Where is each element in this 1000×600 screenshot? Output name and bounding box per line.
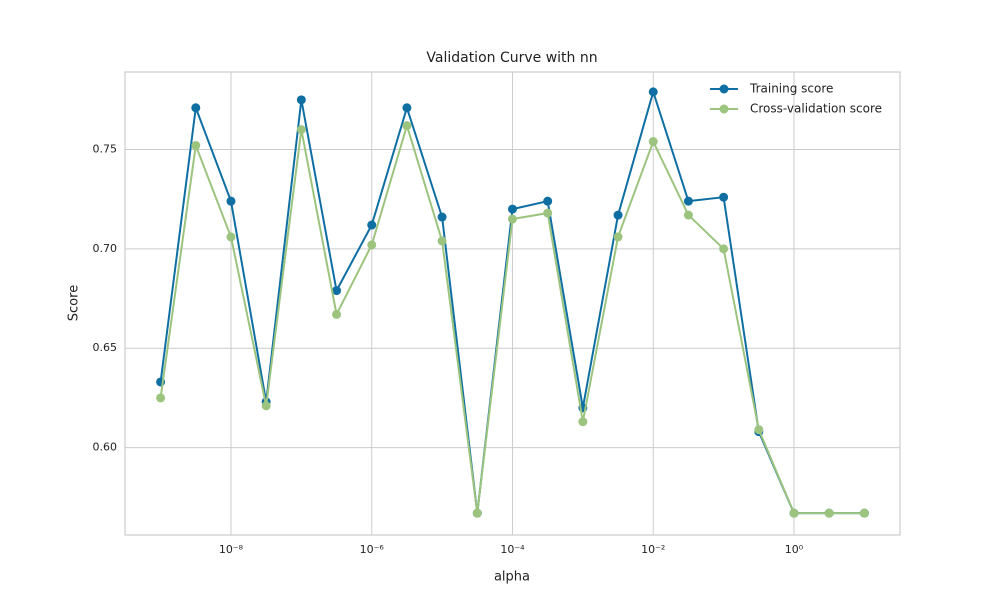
y-axis-label: Score xyxy=(67,285,82,321)
point xyxy=(578,417,588,427)
x-tick-label: 10⁻⁸ xyxy=(219,543,244,556)
point xyxy=(507,214,517,224)
point xyxy=(367,240,377,250)
legend-marker xyxy=(719,104,729,114)
point xyxy=(296,95,306,105)
point xyxy=(332,286,342,296)
point xyxy=(402,121,412,131)
point xyxy=(613,232,623,242)
point xyxy=(226,196,236,206)
x-tick-label: 10⁻⁶ xyxy=(360,543,385,556)
legend-label: Training score xyxy=(749,82,833,96)
point xyxy=(296,125,306,135)
point xyxy=(543,196,553,206)
point xyxy=(543,208,553,218)
point xyxy=(367,220,377,230)
point xyxy=(507,204,517,214)
point xyxy=(191,141,201,151)
point xyxy=(648,87,658,97)
point xyxy=(789,508,799,518)
point xyxy=(156,393,166,403)
point xyxy=(472,508,482,518)
x-tick-label: 10⁻⁴ xyxy=(500,543,525,556)
y-tick-label: 0.60 xyxy=(93,441,118,454)
chart-title: Validation Curve with nn xyxy=(426,50,597,66)
x-axis-label: alpha xyxy=(494,570,530,585)
point xyxy=(261,401,271,411)
point xyxy=(191,103,201,113)
point xyxy=(683,210,693,220)
point xyxy=(613,210,623,220)
point xyxy=(332,309,342,319)
x-tick-label: 10⁻² xyxy=(641,543,665,556)
point xyxy=(402,103,412,113)
y-tick-label: 0.65 xyxy=(93,341,118,354)
y-tick-label: 0.75 xyxy=(93,142,118,155)
point xyxy=(859,508,869,518)
point xyxy=(437,236,447,246)
legend-label: Cross-validation score xyxy=(750,102,882,116)
point xyxy=(437,212,447,222)
point xyxy=(648,137,658,147)
point xyxy=(719,244,729,254)
point xyxy=(824,508,834,518)
legend-marker xyxy=(719,84,729,94)
point xyxy=(226,232,236,242)
point xyxy=(754,425,764,435)
y-tick-label: 0.70 xyxy=(93,242,118,255)
point xyxy=(719,192,729,202)
point xyxy=(683,196,693,206)
x-tick-label: 10⁰ xyxy=(785,543,804,556)
plot-frame xyxy=(124,71,901,536)
